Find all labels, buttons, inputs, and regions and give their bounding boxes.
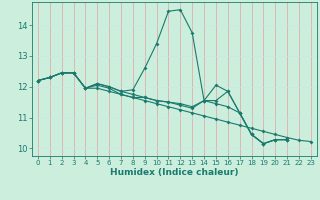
X-axis label: Humidex (Indice chaleur): Humidex (Indice chaleur) xyxy=(110,168,239,177)
